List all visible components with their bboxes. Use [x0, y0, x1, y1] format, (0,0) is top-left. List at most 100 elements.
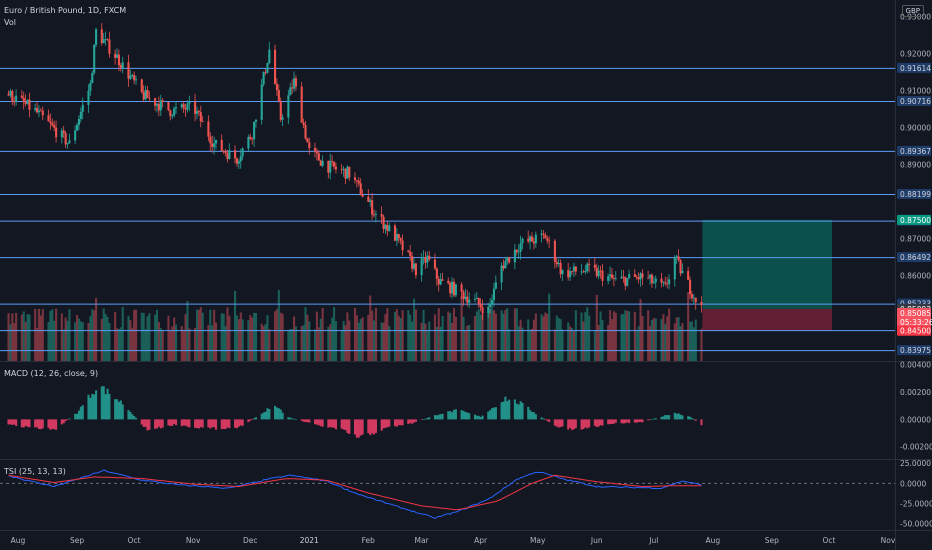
macd-bar — [28, 419, 31, 428]
candle-body — [540, 233, 543, 235]
macd-bar — [321, 419, 324, 427]
candle — [308, 137, 311, 155]
price-tick: 0.90000 — [900, 123, 931, 132]
level-label: 0.83975 — [900, 346, 931, 355]
candle-body — [253, 121, 256, 140]
macd-bar — [673, 412, 676, 420]
volume-bar — [679, 325, 682, 361]
candle-body — [361, 194, 364, 197]
candle — [422, 250, 425, 265]
volume-bar — [508, 329, 511, 361]
volume-bar — [468, 324, 471, 361]
volume-bar — [211, 325, 214, 361]
macd-bar — [133, 416, 136, 420]
candle — [464, 288, 467, 302]
candle-body — [319, 160, 322, 166]
volume-bar — [374, 308, 377, 361]
volume-bar — [422, 309, 425, 361]
candle — [506, 256, 509, 265]
candle-body — [477, 297, 480, 304]
macd-bar — [41, 419, 44, 429]
volume-bar — [117, 329, 120, 361]
volume-bar — [28, 314, 31, 361]
volume-bar — [588, 315, 591, 361]
candle-body — [279, 101, 282, 120]
candle-body — [346, 166, 349, 179]
macd-bar — [513, 399, 516, 420]
candle-body — [334, 166, 338, 170]
macd-tick: 0.00200 — [900, 388, 931, 397]
candle-body — [81, 104, 84, 112]
macd-bar — [357, 419, 360, 438]
candle — [20, 90, 23, 99]
candle-body — [662, 282, 665, 284]
volume-bar — [570, 327, 574, 361]
volume-bar — [281, 313, 284, 361]
volume-bar — [412, 298, 416, 361]
volume-bar — [114, 311, 117, 361]
candle-body — [333, 161, 336, 167]
volume-bar — [559, 319, 562, 361]
macd-bar — [9, 419, 12, 425]
candle — [104, 31, 107, 46]
volume-bar — [441, 315, 444, 361]
candle — [209, 132, 212, 151]
macd-bar — [182, 419, 185, 426]
candle-body — [182, 104, 185, 109]
candle-body — [106, 38, 109, 40]
candle-body — [49, 121, 52, 123]
volume-bar — [13, 323, 16, 361]
candle — [194, 93, 197, 122]
volume-bar — [666, 316, 669, 361]
candle — [569, 266, 572, 282]
volume-bar — [62, 329, 65, 361]
candle-body — [133, 74, 136, 81]
candle-body — [114, 53, 117, 58]
candle-body — [451, 281, 454, 294]
candle-body — [146, 90, 149, 98]
candle — [159, 94, 162, 116]
macd-bar — [435, 415, 438, 420]
currency-button[interactable]: GBP — [901, 5, 924, 17]
candle — [135, 75, 138, 85]
candle-body — [340, 169, 343, 171]
candle-body — [567, 270, 570, 278]
volume-bar — [687, 292, 690, 361]
macd-bar — [584, 419, 587, 428]
macd-bar — [211, 419, 214, 428]
candle — [60, 128, 63, 144]
candle — [681, 263, 684, 274]
candle-body — [306, 138, 309, 143]
candle — [553, 238, 556, 269]
candle-body — [668, 279, 671, 285]
macd-bar — [374, 419, 377, 433]
volume-bar — [614, 312, 617, 361]
macd-bar — [249, 419, 252, 421]
candle-body — [251, 138, 254, 140]
time-tick: Sep — [70, 536, 84, 545]
candle-body — [548, 240, 551, 242]
volume-bar — [694, 319, 697, 361]
volume-bar — [304, 307, 307, 361]
candle — [161, 98, 164, 108]
candle-body — [119, 65, 122, 69]
candle — [157, 96, 160, 117]
volume-bar — [555, 315, 558, 361]
candle — [647, 270, 650, 280]
candle-body — [452, 281, 456, 296]
volume-bar — [7, 312, 10, 361]
candle-body — [481, 307, 484, 313]
candle-body — [194, 101, 197, 114]
macd-bar — [593, 419, 596, 426]
time-tick: Dec — [243, 536, 258, 545]
volume-bar — [586, 307, 589, 361]
macd-bar — [662, 416, 665, 420]
macd-bar — [433, 415, 437, 420]
candle — [28, 92, 31, 118]
volume-bar — [66, 320, 69, 361]
volume-bar — [386, 308, 389, 361]
candle — [386, 221, 389, 236]
candle-body — [393, 225, 397, 241]
macd-label: MACD (12, 26, close, 9) — [4, 369, 99, 378]
